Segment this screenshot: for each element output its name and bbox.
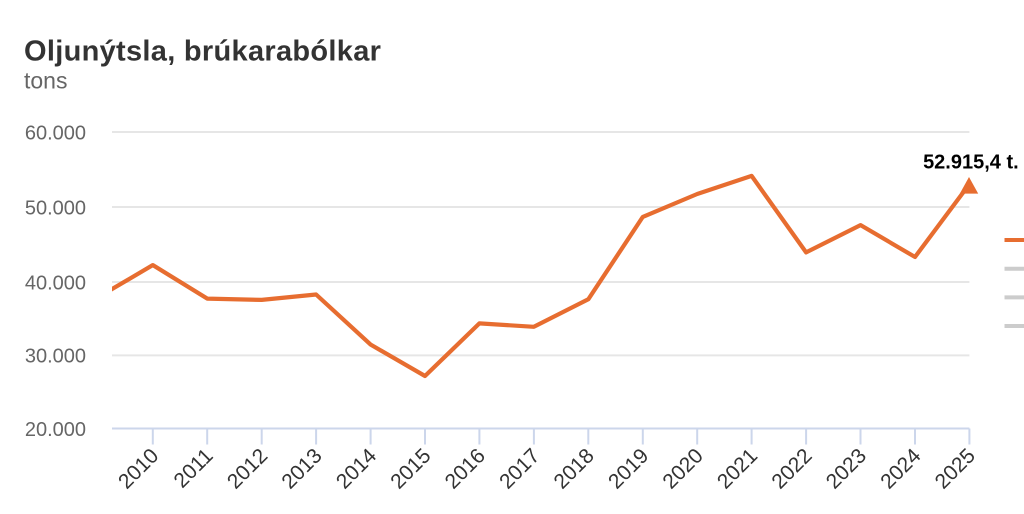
svg-text:30.000: 30.000 (25, 346, 86, 368)
svg-text:tons: tons (24, 68, 67, 94)
svg-text:60.000: 60.000 (25, 122, 86, 144)
svg-text:20.000: 20.000 (25, 419, 86, 441)
svg-text:Oljunýtsla, brúkarabólkar: Oljunýtsla, brúkarabólkar (24, 36, 381, 68)
svg-text:50.000: 50.000 (25, 197, 86, 219)
svg-text:52.915,4 t.: 52.915,4 t. (923, 152, 1019, 174)
svg-text:40.000: 40.000 (25, 272, 86, 294)
